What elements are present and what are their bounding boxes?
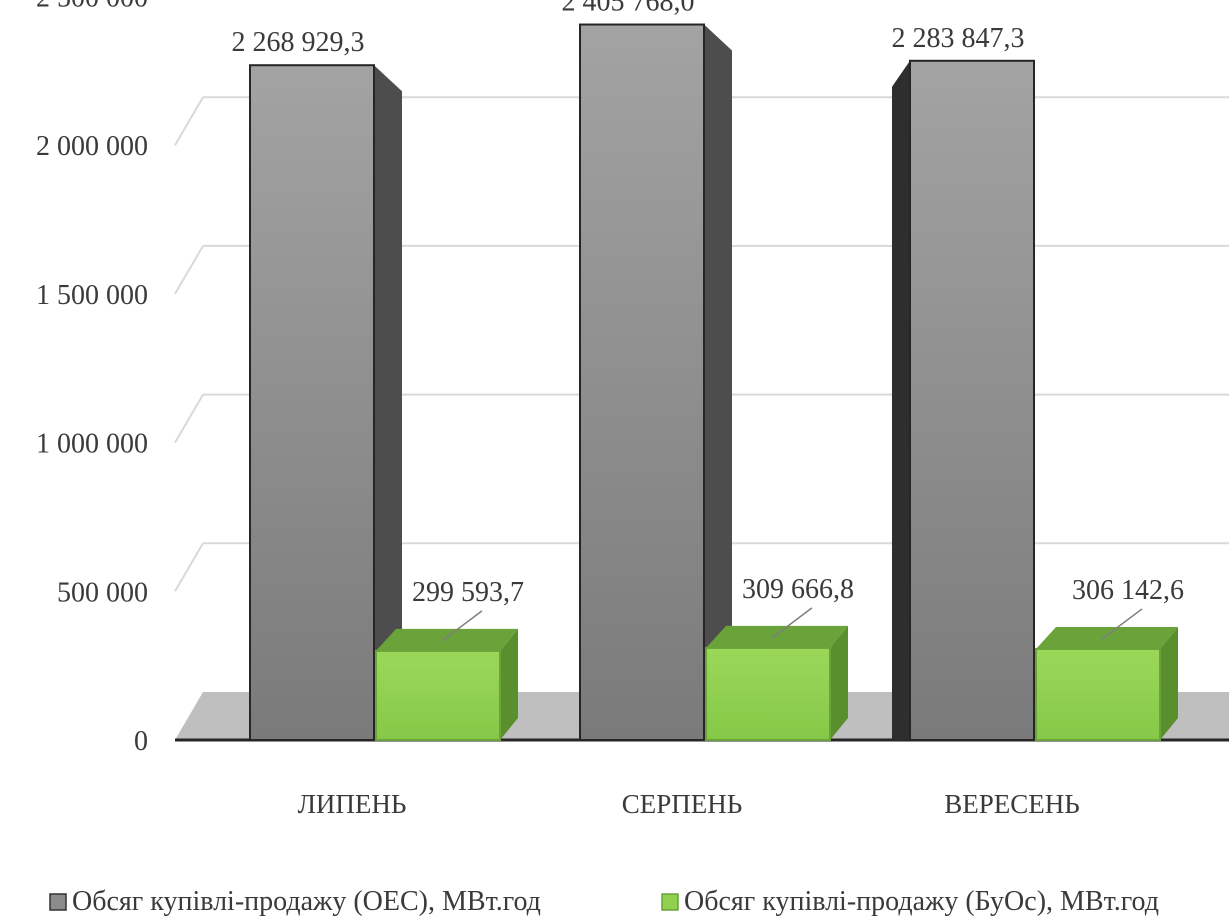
gridline-side [174, 245, 204, 295]
y-tick-label: 500 000 [57, 577, 148, 608]
legend-label: Обсяг купівлі-продажу (БуОс), МВт.год [684, 886, 1159, 917]
legend-swatch [661, 893, 679, 911]
bar-oes [579, 23, 732, 741]
y-tick-label: 2 000 000 [36, 131, 148, 162]
bar-oes [892, 59, 1035, 741]
data-label-oes: 2 268 929,3 [232, 27, 365, 58]
bar-buos [705, 625, 848, 741]
gridline-side [174, 542, 204, 592]
bar-oes [249, 64, 402, 742]
data-label-buos: 306 142,6 [1072, 575, 1184, 606]
data-label-buos: 299 593,7 [412, 577, 524, 608]
y-axis: 0 500 000 1 000 000 1 500 000 2 000 000 2 500… [36, 0, 148, 757]
data-label-oes: 2 283 847,3 [892, 23, 1025, 54]
y-tick-label: 1 500 000 [36, 280, 148, 311]
legend: Обсяг купівлі-продажу (ОЕС), МВт.год Обся… [49, 886, 1159, 917]
data-label-buos: 309 666,8 [742, 574, 854, 605]
data-labels: 2 268 929,3 299 593,7 2 405 768,0 309 666,8… [232, 0, 1184, 642]
leader-line [1101, 608, 1143, 640]
legend-swatch [49, 893, 67, 911]
y-tick-label: 2 500 000 [36, 0, 148, 14]
plot-area [249, 23, 1178, 742]
gridline-side [174, 96, 204, 146]
x-axis: ЛИПЕНЬ СЕРПЕНЬ ВЕРЕСЕНЬ [298, 789, 1080, 819]
x-category-label: ЛИПЕНЬ [298, 789, 407, 819]
y-tick-label: 1 000 000 [36, 429, 148, 460]
leader-line [441, 610, 483, 642]
y-tick-label: 0 [134, 726, 148, 757]
legend-label: Обсяг купівлі-продажу (ОЕС), МВт.год [72, 886, 541, 917]
data-label-oes: 2 405 768,0 [562, 0, 695, 18]
x-category-label: СЕРПЕНЬ [622, 789, 743, 819]
x-category-label: ВЕРЕСЕНЬ [944, 789, 1080, 819]
bar-buos [1035, 626, 1178, 741]
gridline-side [174, 394, 204, 444]
bar-buos [375, 628, 518, 741]
leader-line [771, 607, 813, 639]
